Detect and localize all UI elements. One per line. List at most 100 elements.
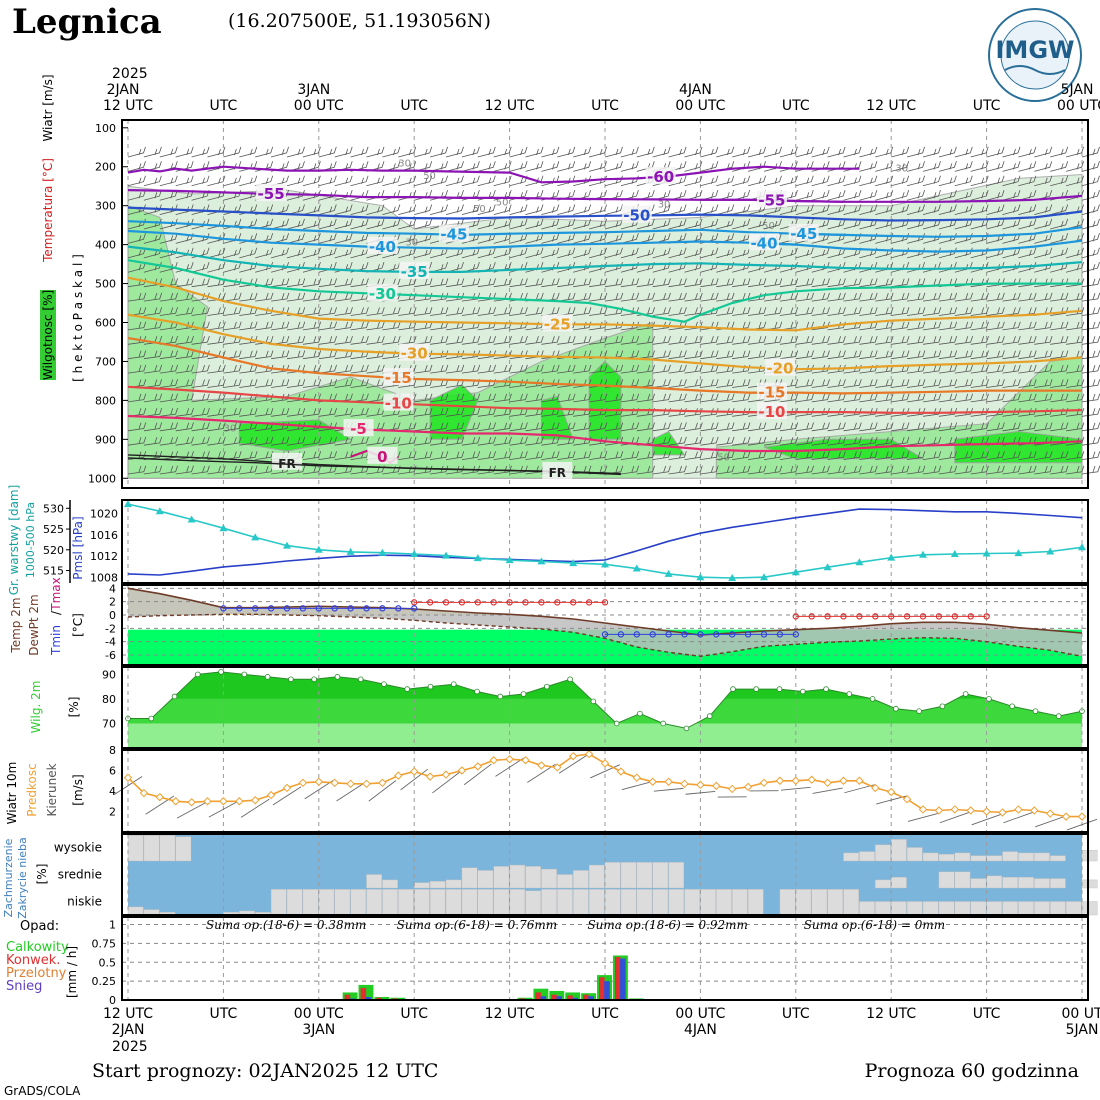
- wind-barb: [843, 379, 862, 388]
- wind-barb: [271, 321, 290, 331]
- station-coords: (16.207500E, 51.193056N): [228, 10, 491, 32]
- temp-frame: [121, 584, 1089, 666]
- wind-barb: [620, 233, 639, 244]
- wind-barb: [668, 422, 687, 432]
- humidity-marker: [148, 715, 155, 722]
- isotherm-label-bg: [367, 283, 398, 301]
- wind-barb: [620, 465, 640, 475]
- wind-barb: [875, 189, 894, 201]
- cloud-clear-bar: [1018, 877, 1034, 889]
- wind-barb: [525, 146, 544, 158]
- top-axis-time: 00 UTC: [675, 98, 725, 114]
- wind-barb: [970, 292, 989, 302]
- wind-barb: [414, 307, 433, 316]
- wind-barb: [334, 175, 353, 187]
- wind-barb: [334, 146, 353, 158]
- wind-barb: [859, 379, 878, 388]
- wind-barb: [541, 364, 560, 374]
- wind-barb: [318, 307, 337, 316]
- tmax-marker: [919, 613, 927, 620]
- cloud-clear-bar: [843, 889, 860, 916]
- wind-barb: [843, 189, 862, 201]
- cloud-clear-bar: [1002, 901, 1019, 916]
- wind-direction-barb: [463, 763, 492, 786]
- wind-barb: [207, 307, 226, 316]
- wind-barb: [1002, 379, 1021, 388]
- wind-barb: [891, 393, 910, 403]
- wind-barb: [239, 451, 258, 460]
- wind-barb: [318, 436, 337, 446]
- cloud-clear-bar: [732, 889, 748, 916]
- wind-barb: [906, 175, 925, 187]
- wind-barb: [779, 451, 799, 460]
- wind-barb: [525, 233, 544, 244]
- wind-barb: [668, 292, 687, 302]
- wind-barb: [1002, 175, 1021, 187]
- wind-barb: [509, 247, 528, 259]
- wind-speed-marker: [664, 777, 673, 786]
- wind-barb: [207, 436, 226, 446]
- wind-speed-marker: [203, 797, 212, 806]
- wind-barb: [175, 465, 194, 475]
- wind-barb: [970, 189, 989, 201]
- wind-barb: [445, 161, 464, 172]
- wind-barb: [843, 422, 862, 432]
- cloud-clear-bar: [382, 889, 398, 916]
- wind-barb: [922, 393, 942, 403]
- wind-barb: [223, 292, 242, 302]
- cloud-clear-bar: [859, 901, 875, 916]
- wind-direction-barb: [432, 771, 460, 794]
- wind-barb: [716, 175, 735, 187]
- wind-barb: [1018, 218, 1037, 230]
- wind-barb: [843, 451, 862, 460]
- tmax-marker: [840, 613, 847, 620]
- precip-tick-label: 0.5: [99, 956, 117, 969]
- thickness-marker: [505, 556, 514, 564]
- wind-barb: [922, 451, 942, 460]
- wind-barb: [1002, 335, 1021, 345]
- wind-barb: [223, 307, 242, 316]
- tmax-marker: [554, 599, 561, 606]
- wind-speed-marker: [632, 773, 642, 782]
- cloud-clear-bar: [875, 844, 891, 862]
- precip-convective-label: Konwek.: [6, 953, 60, 968]
- precip-snow-bar: [604, 981, 610, 1000]
- wind-barb: [255, 247, 274, 259]
- wind-barb: [795, 189, 814, 201]
- wind-speed-marker: [457, 766, 467, 775]
- wind-barb: [159, 350, 178, 360]
- cloud-clear-bar: [891, 877, 907, 889]
- wind-speed-marker: [839, 776, 848, 785]
- wind-barb: [954, 146, 973, 158]
- cloud-clear-bar: [398, 889, 414, 916]
- cloud-label-1: Zachmurzenie: [2, 838, 15, 917]
- wind-barb: [938, 465, 958, 475]
- wind-barb: [922, 364, 942, 374]
- tmin-marker: [760, 631, 768, 638]
- logo-text: IMGW: [996, 36, 1075, 64]
- wind-barb: [732, 278, 751, 288]
- wind-barb: [652, 422, 671, 432]
- wind-barb: [875, 335, 894, 345]
- cloud-clear-bar: [620, 862, 637, 889]
- wind-barb: [461, 278, 481, 288]
- wind-speed-marker: [759, 778, 769, 788]
- wind-barb: [684, 307, 703, 316]
- wind-barb: [1002, 247, 1021, 259]
- humidity-frame: [121, 666, 1089, 749]
- wind-barb: [986, 350, 1005, 360]
- wind-barb: [271, 292, 290, 302]
- cloud-clear-bar: [445, 879, 462, 889]
- wind-barb: [557, 233, 576, 244]
- precip-snow-bar: [365, 996, 372, 1000]
- wind-barb: [1018, 292, 1037, 302]
- tmax-marker: [951, 613, 959, 620]
- wind-barb: [557, 161, 576, 172]
- wind-barb: [827, 436, 846, 446]
- humidity-marker: [381, 681, 387, 687]
- wind-speed-marker: [521, 756, 530, 765]
- wind-barb: [334, 292, 353, 302]
- wind-barb: [334, 204, 353, 215]
- wind-barb: [970, 335, 989, 345]
- wind-barb: [1050, 161, 1069, 172]
